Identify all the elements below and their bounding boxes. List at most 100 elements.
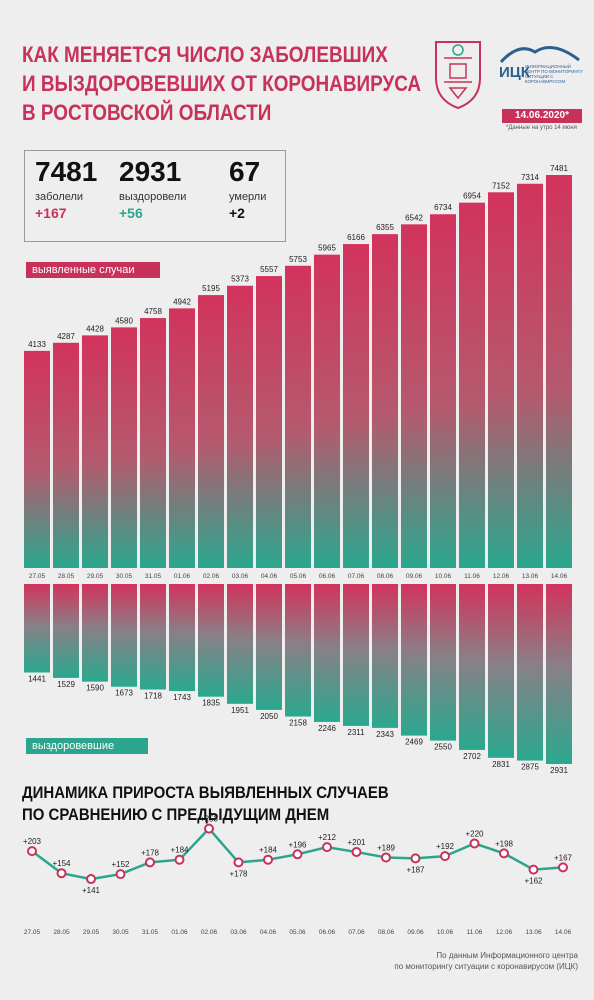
- recovered-bar-label: 2469: [405, 738, 423, 747]
- stat-delta: +56: [119, 205, 143, 221]
- logo-name: ИЦК: [499, 64, 530, 81]
- cases-bar-label: 6355: [376, 223, 394, 232]
- recovered-bar: [256, 584, 282, 710]
- x-tick-label: 12.06: [493, 573, 510, 580]
- logo: ИЦК ИНФОРМАЦИОННЫЙ ЦЕНТР ПО МОНИТОРИНГУ …: [499, 38, 583, 110]
- x-tick-label: 28.05: [58, 573, 75, 580]
- cases-bar-label: 5753: [289, 255, 307, 264]
- recovered-tag: выздоровевшие: [26, 738, 148, 754]
- x-tick-label: 12.06: [496, 929, 513, 936]
- cases-bar-label: 4758: [144, 307, 162, 316]
- recovered-bar: [169, 584, 195, 692]
- title-line: И ВЫЗДОРОВЕВШИХ ОТ КОРОНАВИРУСА: [22, 71, 422, 96]
- recovered-bar-label: 1441: [28, 674, 46, 683]
- x-tick-label: 03.06: [230, 929, 247, 936]
- cases-bar-label: 6954: [463, 192, 481, 201]
- x-tick-label: 09.06: [407, 929, 424, 936]
- growth-label: +192: [436, 842, 455, 851]
- growth-point: [292, 849, 303, 860]
- cases-bar-label: 6734: [434, 203, 452, 212]
- x-tick-label: 03.06: [232, 573, 249, 580]
- growth-point: [410, 853, 421, 864]
- cases-bar: [227, 285, 253, 568]
- x-tick-label: 05.06: [289, 929, 306, 936]
- recovered-bar-label: 1835: [202, 699, 220, 708]
- cases-bar-label: 5965: [318, 244, 336, 253]
- x-tick-label: 13.06: [525, 929, 542, 936]
- recovered-bar-label: 1951: [231, 706, 249, 715]
- growth-point: [528, 864, 539, 875]
- stat-delta: +167: [35, 205, 67, 221]
- growth-point: [56, 868, 67, 879]
- growth-point: [115, 869, 126, 880]
- cases-bar: [401, 224, 427, 569]
- growth-point: [174, 854, 185, 865]
- x-tick-label: 04.06: [260, 929, 277, 936]
- growth-point: [233, 857, 244, 868]
- cases-bar: [343, 244, 369, 569]
- recovered-bar: [401, 584, 427, 736]
- title-line: КАК МЕНЯЕТСЯ ЧИСЛО ЗАБОЛЕВШИХ: [22, 42, 388, 67]
- cases-bar-label: 4428: [86, 324, 104, 333]
- x-tick-label: 06.06: [319, 929, 336, 936]
- recovered-bar-label: 2550: [434, 743, 452, 752]
- x-tick-label: 31.05: [145, 573, 162, 580]
- cases-bar: [314, 254, 340, 569]
- growth-label: +152: [111, 860, 130, 869]
- x-tick-label: 31.05: [142, 929, 159, 936]
- growth-label: +167: [554, 853, 573, 862]
- date-badge: 14.06.2020*: [502, 109, 582, 123]
- cases-bar: [372, 234, 398, 568]
- cases-bar: [285, 265, 311, 568]
- x-tick-label: 14.06: [551, 573, 568, 580]
- cases-bar-label: 4580: [115, 316, 133, 325]
- growth-label: +189: [377, 843, 396, 852]
- recovered-bar-label: 2343: [376, 730, 394, 739]
- recovered-bar: [24, 584, 50, 673]
- x-tick-label: 10.06: [437, 929, 454, 936]
- x-tick-label: 29.05: [87, 573, 104, 580]
- cases-bar-label: 4133: [28, 340, 46, 349]
- stat-value: 67: [229, 156, 261, 187]
- x-tick-label: 14.06: [555, 929, 572, 936]
- recovered-bar: [227, 584, 253, 704]
- recovered-bar-label: 2311: [347, 728, 365, 737]
- cases-bar: [53, 342, 79, 568]
- growth-label: +201: [347, 838, 366, 847]
- stat-value: 7481: [35, 156, 98, 187]
- x-tick-label: 05.06: [290, 573, 307, 580]
- x-tick-label: 07.06: [348, 929, 365, 936]
- recovered-bar: [111, 584, 137, 687]
- x-tick-label: 13.06: [522, 573, 539, 580]
- cases-bar-label: 5373: [231, 275, 249, 284]
- page-title: КАК МЕНЯЕТСЯ ЧИСЛО ЗАБОЛЕВШИХ И ВЫЗДОРОВ…: [22, 40, 422, 127]
- recovered-bar: [517, 584, 543, 761]
- x-tick-label: 09.06: [406, 573, 423, 580]
- growth-point: [145, 857, 155, 868]
- title-line: В РОСТОВСКОЙ ОБЛАСТИ: [22, 100, 272, 125]
- recovered-bar: [372, 584, 398, 728]
- x-tick-label: 07.06: [348, 573, 365, 580]
- x-tick-label: 27.05: [24, 929, 41, 936]
- growth-label: +198: [495, 839, 514, 848]
- cases-bar-label: 4287: [57, 332, 75, 341]
- x-tick-label: 27.05: [29, 573, 46, 580]
- growth-point: [86, 874, 96, 885]
- recovered-bar-label: 2702: [463, 752, 481, 761]
- stats-panel: 7481 заболели +167 2931 выздоровели +56 …: [24, 150, 286, 242]
- growth-point: [558, 862, 568, 873]
- footer-line: по мониторингу ситуации с коронавирусом …: [394, 962, 578, 971]
- recovered-bar: [53, 584, 79, 678]
- cases-bar: [140, 318, 166, 568]
- x-tick-label: 28.05: [53, 929, 70, 936]
- growth-label: +162: [524, 877, 543, 886]
- cases-bar: [488, 192, 514, 568]
- growth-point: [322, 842, 332, 853]
- recovered-bar: [488, 584, 514, 758]
- cases-bar: [198, 295, 224, 568]
- cases-bar: [169, 308, 195, 568]
- cases-tag: выявленные случаи: [26, 262, 160, 278]
- cases-bar-label: 4942: [173, 297, 191, 306]
- x-tick-label: 11.06: [467, 929, 483, 936]
- logo-subtitle: ИНФОРМАЦИОННЫЙ ЦЕНТР ПО МОНИТОРИНГУ СИТУ…: [525, 64, 583, 84]
